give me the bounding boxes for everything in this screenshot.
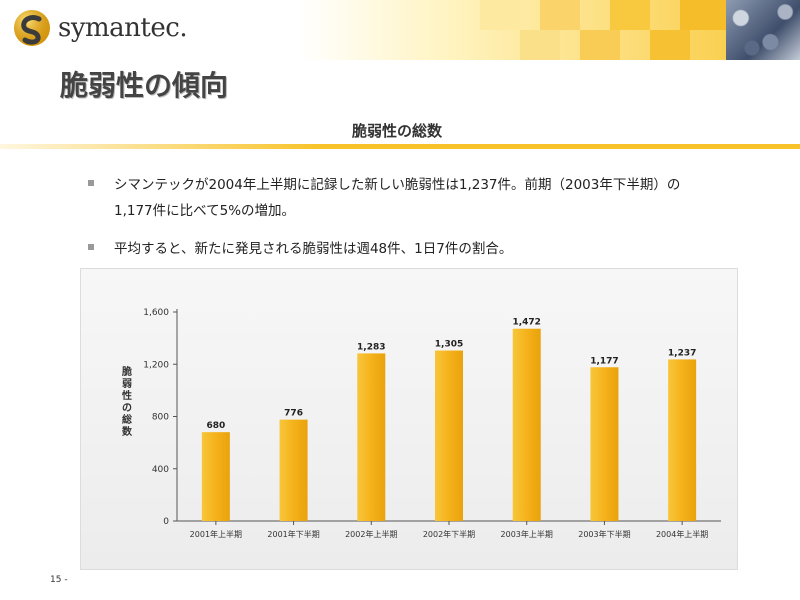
bar-chart: 0 400 800 1,200 1,600 脆弱性の総数 680 2001年上半期 776 200…: [121, 308, 721, 539]
x-tick-label: 2003年下半期: [578, 529, 630, 539]
bar: [435, 350, 463, 521]
bullet-item: シマンテックが2004年上半期に記録した新しい脆弱性は1,237件。前期（200…: [88, 172, 778, 224]
bar: [279, 419, 308, 521]
y-tick-label: 0: [163, 517, 169, 527]
bar: [512, 328, 541, 521]
bar: [590, 367, 619, 521]
bar-value-label: 1,177: [590, 356, 618, 366]
bar: [357, 353, 386, 521]
x-tick-label: 2001年下半期: [267, 529, 319, 539]
logo: symantec.: [12, 8, 188, 48]
bullet-square-icon: [88, 180, 94, 186]
y-tick-label: 800: [152, 413, 169, 423]
x-tick-label: 2002年下半期: [423, 529, 475, 539]
bullet-list: シマンテックが2004年上半期に記録した新しい脆弱性は1,237件。前期（200…: [88, 172, 778, 274]
bar-value-label: 776: [284, 409, 303, 419]
bullet-square-icon: [88, 244, 94, 250]
banner-tiles: [480, 0, 730, 60]
y-tick-label: 1,600: [143, 308, 169, 318]
y-axis-label-char: 数: [122, 425, 133, 438]
bar: [201, 432, 230, 521]
bar: [668, 359, 697, 521]
y-axis-label-char: 脆: [121, 365, 132, 378]
bar-value-label: 1,237: [668, 348, 696, 358]
bullet-item: 平均すると、新たに発見される脆弱性は週48件、1日7件の割合。: [88, 236, 778, 262]
x-tick-label: 2001年上半期: [190, 529, 242, 539]
header-banner: symantec.: [0, 0, 800, 60]
section-divider: [0, 144, 800, 149]
bar-value-label: 680: [206, 421, 225, 431]
bullet-text-line: 1,177件に比べて5%の増加。: [114, 203, 296, 219]
bullet-text-line: シマンテックが2004年上半期に記録した新しい脆弱性は1,237件。前期（200…: [114, 177, 681, 193]
bar-value-label: 1,283: [357, 342, 385, 352]
section-header: 脆弱性の総数: [0, 118, 800, 149]
y-axis-label-char: 性: [121, 389, 132, 402]
bar-value-label: 1,472: [512, 318, 540, 328]
page-title: 脆弱性の傾向: [60, 69, 229, 102]
y-axis-label-char: 弱: [122, 378, 132, 390]
y-axis-label-char: 総: [122, 413, 132, 426]
y-axis-label-char: の: [122, 403, 132, 414]
x-tick-label: 2004年上半期: [656, 529, 708, 539]
section-title: 脆弱性の総数: [352, 122, 443, 140]
y-tick-label: 1,200: [143, 360, 169, 370]
y-tick-label: 400: [152, 465, 169, 475]
bar-value-label: 1,305: [435, 340, 463, 350]
logo-text: symantec.: [58, 13, 188, 43]
x-tick-label: 2003年上半期: [501, 529, 553, 539]
bullet-text-line: 平均すると、新たに発見される脆弱性は週48件、1日7件の割合。: [114, 241, 513, 257]
banner-photo: [726, 0, 800, 60]
x-tick-label: 2002年上半期: [345, 529, 397, 539]
chart-panel: 0 400 800 1,200 1,600 脆弱性の総数 680 2001年上半期 776 200…: [80, 268, 738, 570]
symantec-logo-icon: [14, 10, 50, 46]
page-number: 15 -: [50, 575, 68, 585]
